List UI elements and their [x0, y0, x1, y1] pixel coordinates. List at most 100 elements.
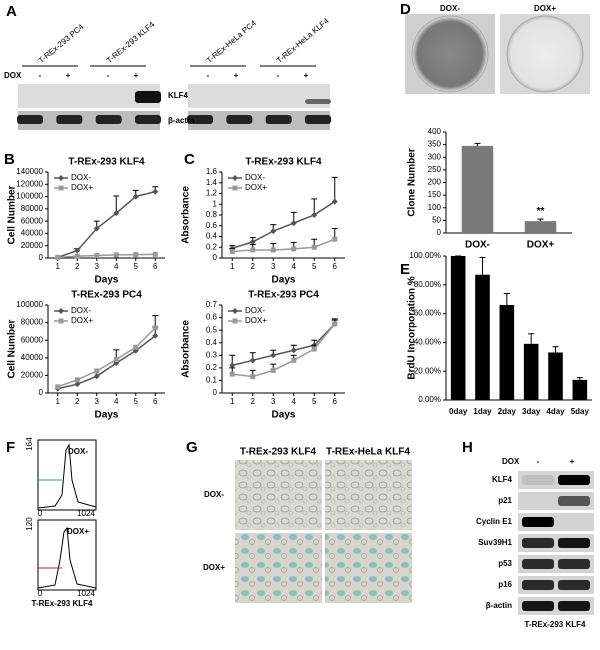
label: 0.6: [206, 313, 218, 322]
series-line: [57, 190, 156, 259]
band: [558, 601, 590, 611]
label: 1: [230, 397, 235, 406]
marker: [290, 220, 297, 227]
label: 40.00%: [414, 338, 441, 347]
label: 3: [271, 397, 276, 406]
marker: [232, 175, 238, 181]
label: 350: [428, 140, 442, 149]
label: DOX+: [203, 563, 225, 572]
label: +: [66, 71, 71, 80]
band: [135, 91, 161, 103]
label: KLF4: [168, 91, 189, 100]
band: [558, 580, 590, 590]
label: 0: [213, 253, 218, 262]
label: 0.4: [206, 338, 218, 347]
label: 1.6: [206, 167, 218, 176]
label: 1: [230, 262, 235, 271]
marker: [250, 247, 256, 253]
label: 100000: [16, 300, 43, 309]
label: 0.3: [206, 350, 218, 359]
marker: [113, 210, 120, 217]
label: DOX+: [67, 527, 89, 536]
label: 5day: [571, 407, 590, 416]
label: T-REx-293 KLF4: [240, 447, 317, 458]
label: 80.00%: [414, 280, 441, 289]
error-bar: [552, 346, 559, 353]
bar: [548, 352, 563, 400]
marker: [249, 238, 256, 245]
label: 1: [56, 262, 61, 271]
label: DOX: [502, 457, 520, 466]
label: Absorbance: [181, 186, 192, 244]
label: DOX-: [440, 4, 460, 13]
band: [187, 115, 213, 124]
dish-images: [405, 14, 590, 94]
label: 2: [251, 262, 256, 271]
marker: [270, 247, 276, 253]
label: 50: [432, 215, 441, 224]
label: Suv39H1: [478, 538, 512, 547]
label: 5: [312, 397, 317, 406]
marker: [229, 362, 236, 369]
label: T-REx-293 KLF4: [525, 620, 586, 629]
label: DOX+: [71, 316, 93, 325]
label: 1day: [473, 407, 492, 416]
label: β-actin: [486, 601, 512, 610]
label: 4: [292, 262, 297, 271]
label: 0: [38, 589, 43, 598]
panel-letter: A: [6, 3, 17, 20]
label: Days: [95, 275, 119, 286]
label: 0: [213, 388, 218, 397]
marker: [311, 244, 317, 250]
label: Days: [95, 410, 119, 421]
error-bar: [474, 142, 481, 146]
marker: [331, 198, 338, 205]
label: DOX-: [465, 240, 490, 251]
label: 300: [428, 152, 442, 161]
band: [522, 559, 554, 569]
band: [95, 115, 122, 124]
marker: [94, 253, 100, 259]
bar: [572, 379, 588, 400]
label: 4: [292, 397, 297, 406]
error-bar: [528, 333, 535, 344]
label: 60000: [21, 216, 44, 225]
marker: [55, 254, 61, 260]
error-bar: [479, 256, 486, 275]
label: BrdU Incorporation %: [407, 276, 418, 379]
series-line: [57, 327, 156, 388]
marker: [152, 332, 159, 339]
bar: [523, 343, 539, 400]
label: 6: [333, 397, 338, 406]
panel-letter: H: [462, 439, 473, 456]
marker: [94, 368, 100, 374]
bar: [450, 256, 466, 400]
label: 120000: [16, 179, 43, 188]
band: [558, 496, 590, 506]
band: [558, 538, 590, 548]
band: [522, 580, 554, 590]
panel-letter: E: [400, 261, 410, 278]
band: [522, 538, 554, 548]
marker: [58, 308, 64, 314]
label: T-REx-293 PC4: [71, 290, 142, 301]
label: 1.4: [206, 178, 218, 187]
label: 0: [39, 388, 44, 397]
label: 0.6: [206, 221, 218, 230]
label: DOX-: [245, 173, 265, 182]
marker: [290, 347, 297, 354]
label: 150: [428, 190, 442, 199]
series-line: [232, 323, 336, 378]
band: [558, 559, 590, 569]
marker: [152, 251, 158, 257]
marker: [250, 374, 256, 380]
label: 0.00%: [418, 395, 441, 404]
label: 20000: [21, 371, 44, 380]
label: 20000: [21, 241, 44, 250]
label: 80000: [21, 204, 44, 213]
label: Cell Number: [7, 319, 18, 378]
series-line: [232, 200, 336, 250]
label: 2: [251, 397, 256, 406]
marker: [133, 344, 139, 350]
marker: [58, 185, 64, 191]
